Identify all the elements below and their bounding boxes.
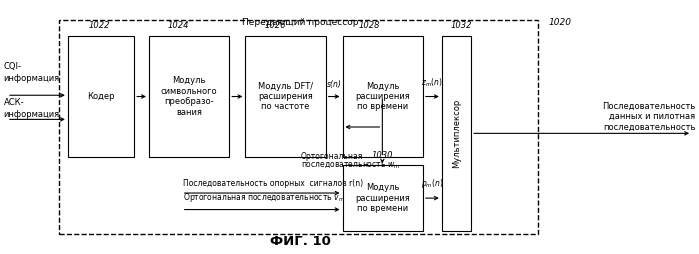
Text: АСК-: АСК- [3,98,24,107]
FancyBboxPatch shape [442,36,471,231]
Text: Ортогональная последовательность $v_m$: Ортогональная последовательность $v_m$ [183,192,345,204]
Text: информация: информация [3,110,59,119]
FancyBboxPatch shape [245,36,326,157]
Text: Модуль
расширения
по времени: Модуль расширения по времени [355,82,410,112]
Text: 1020: 1020 [549,18,572,27]
Text: 1026: 1026 [264,22,286,30]
Text: 1022: 1022 [89,22,110,30]
Text: CQI-: CQI- [3,62,22,71]
FancyBboxPatch shape [343,165,423,231]
Text: Модуль
расширения
по времени: Модуль расширения по времени [355,183,410,213]
Text: Модуль
символьного
преобразо-
вания: Модуль символьного преобразо- вания [161,76,217,117]
Text: 1030: 1030 [372,151,394,160]
Text: информация: информация [3,74,59,83]
Text: Последовательность
данных и пилотная
последовательность: Последовательность данных и пилотная пос… [603,102,696,131]
Text: 1032: 1032 [451,22,473,30]
Text: Ортогональная: Ортогональная [301,152,363,161]
FancyBboxPatch shape [59,20,538,234]
Text: последовательность $w_m$: последовательность $w_m$ [301,160,400,170]
Text: Кодер: Кодер [87,92,115,101]
Text: Модуль DFT/
расширения
по частоте: Модуль DFT/ расширения по частоте [258,82,313,112]
Text: 1028: 1028 [359,22,380,30]
FancyBboxPatch shape [68,36,134,157]
FancyBboxPatch shape [343,36,423,157]
Text: Передающий процессор: Передающий процессор [243,18,359,27]
Text: 1024: 1024 [168,22,189,30]
FancyBboxPatch shape [149,36,229,157]
Text: Мультиплексор: Мультиплексор [452,99,461,168]
Text: $p_m(n)$: $p_m(n)$ [421,178,443,190]
Text: ФИГ. 10: ФИГ. 10 [270,235,331,248]
Text: Последовательность опорных  сигналов r(n): Последовательность опорных сигналов r(n) [183,179,363,188]
Text: s(n): s(n) [326,80,342,89]
Text: $z_m(n)$: $z_m(n)$ [421,76,442,89]
